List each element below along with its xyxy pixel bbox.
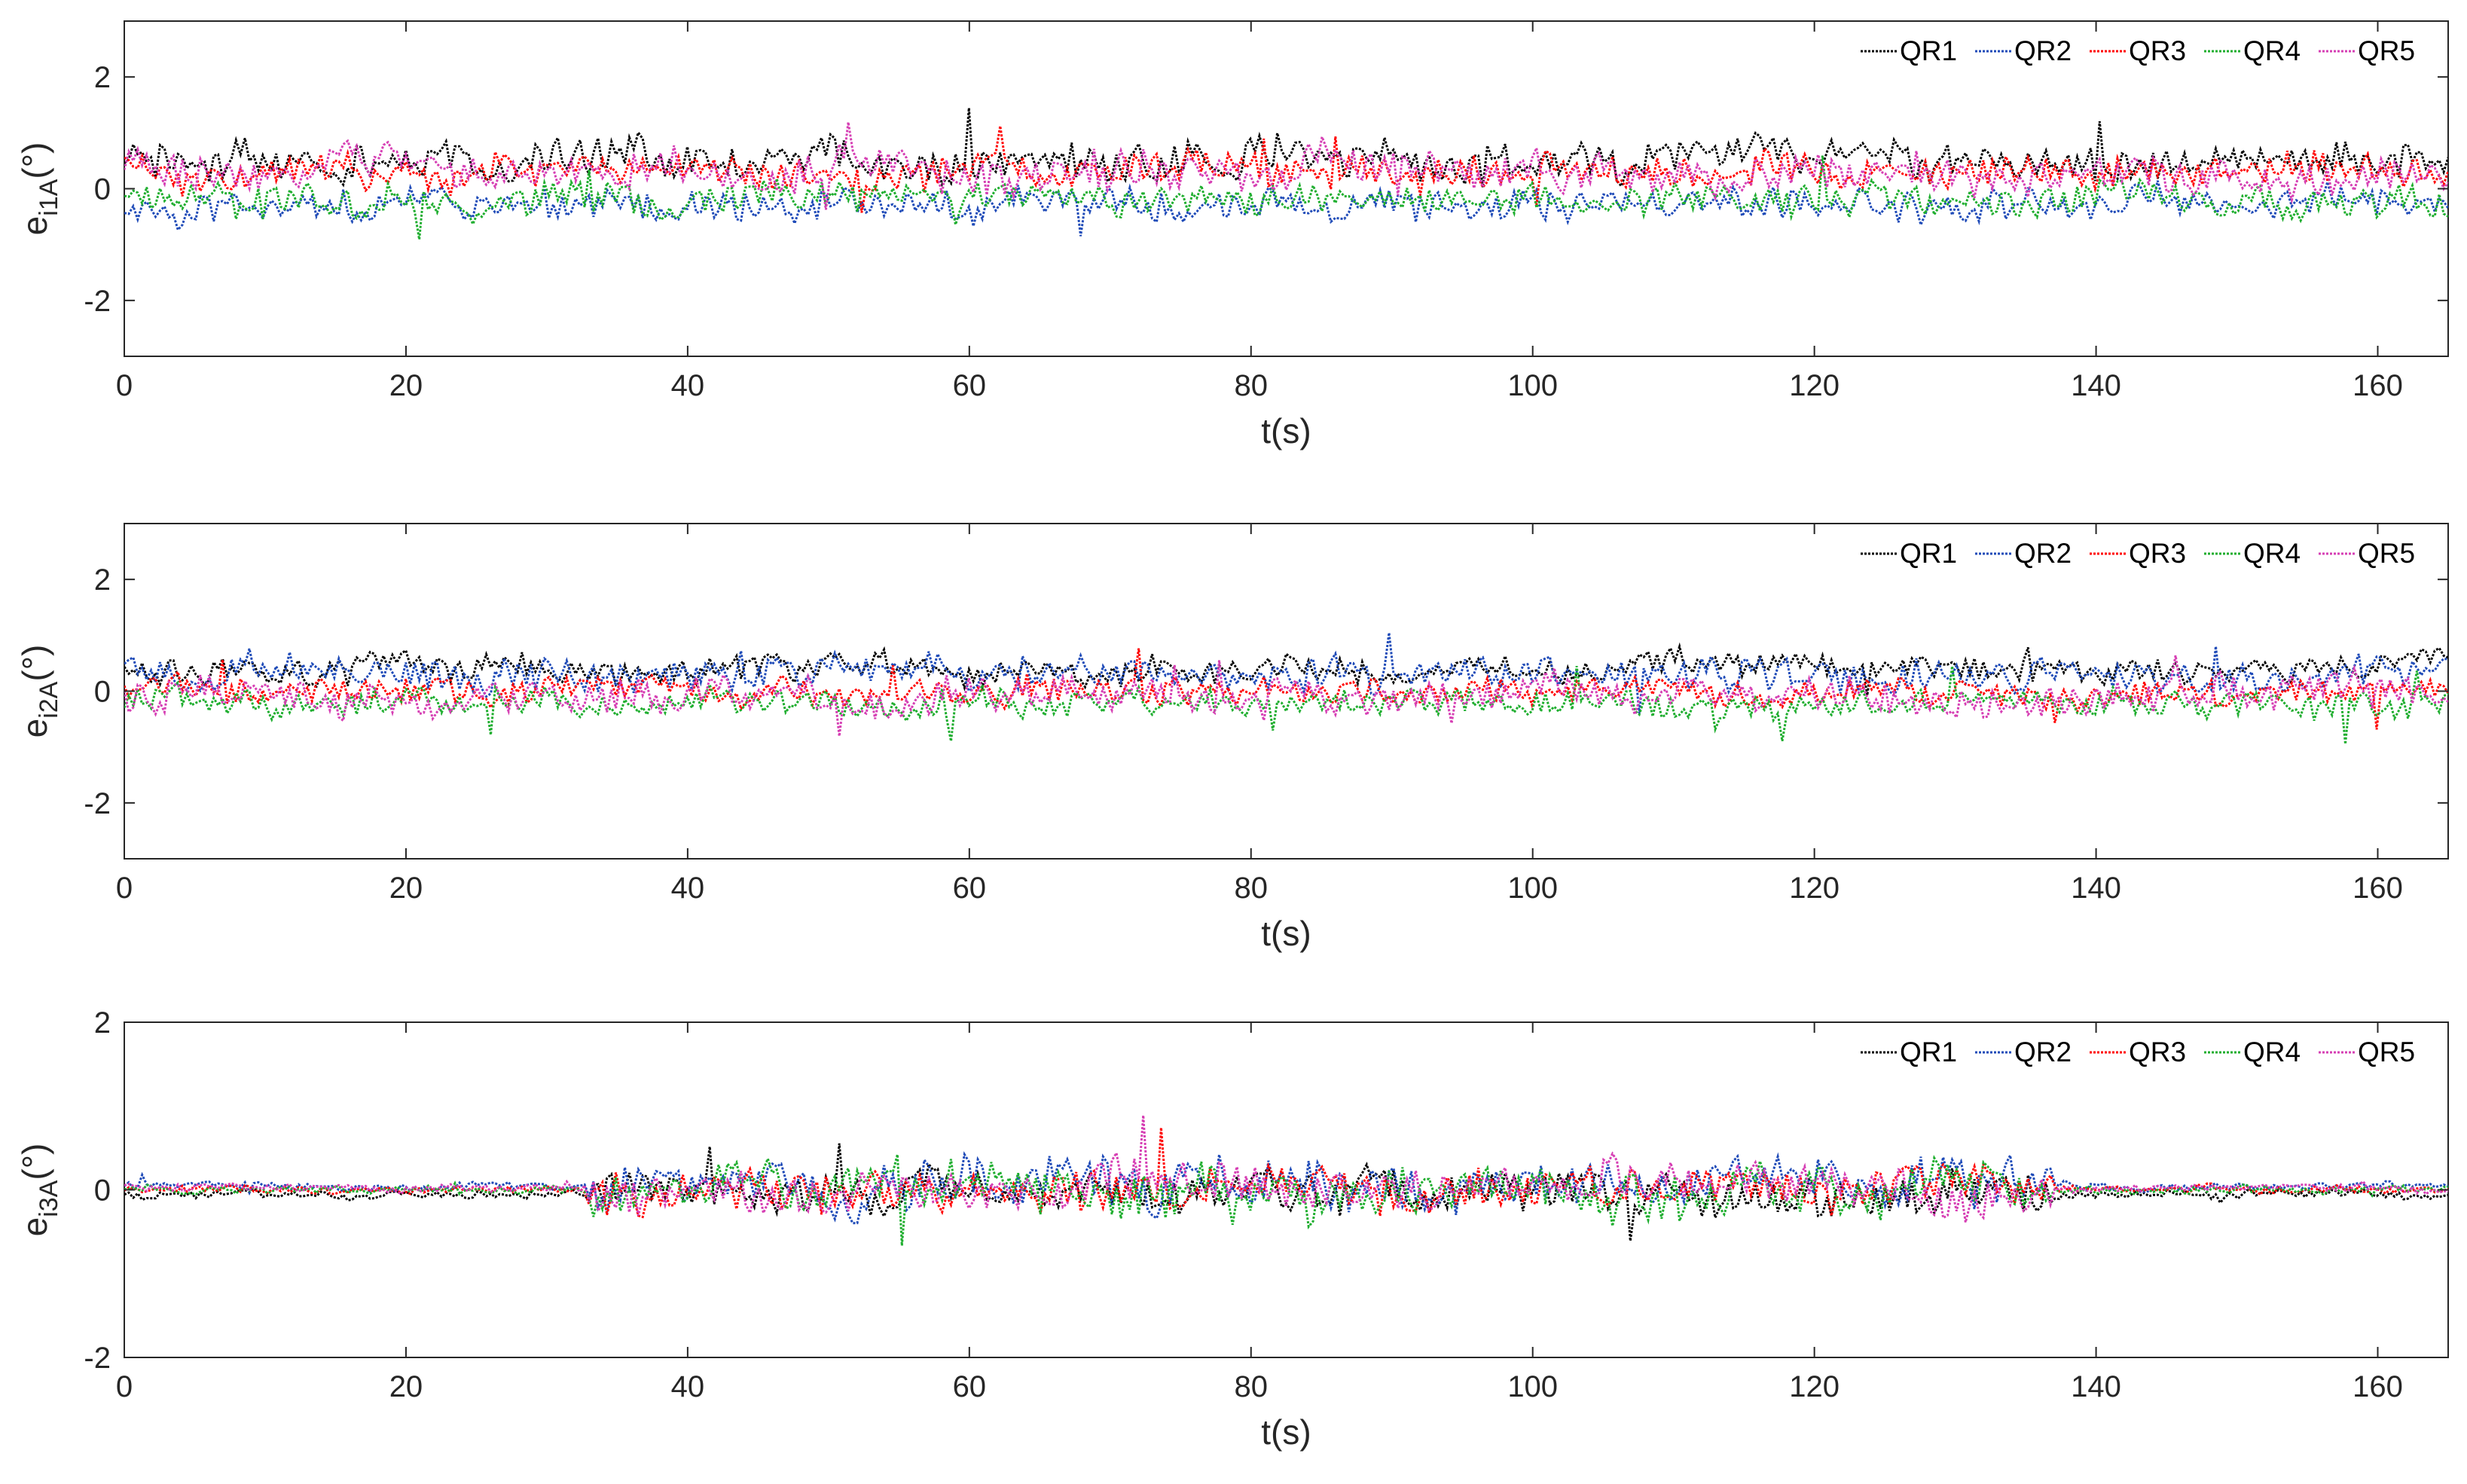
x-tick-label: 60	[953, 1370, 987, 1403]
y-axis-title: ei2A(°)	[15, 645, 63, 738]
legend-label-qr4: QR4	[2243, 1037, 2301, 1067]
x-tick-label: 140	[2071, 872, 2121, 905]
legend-label-qr2: QR2	[2014, 35, 2072, 66]
y-tick-label: 2	[94, 61, 111, 94]
y-axis-title-unit: (°)	[15, 645, 54, 682]
x-axis-title: t(s)	[1261, 411, 1311, 450]
x-tick-label: 120	[1789, 369, 1840, 402]
legend-label-qr1: QR1	[1900, 1037, 1957, 1067]
axes-box	[124, 523, 2449, 860]
legend-label-qr2: QR2	[2014, 538, 2072, 569]
y-axis-title-main: e	[15, 216, 54, 236]
y-axis-title-unit: (°)	[15, 142, 54, 179]
y-axis-title-unit: (°)	[15, 1144, 54, 1180]
x-tick-label: 60	[953, 369, 987, 402]
series-line-qr5	[124, 655, 2448, 737]
legend-label-qr5: QR5	[2358, 538, 2415, 569]
x-tick-label: 20	[389, 369, 423, 402]
x-tick-label: 100	[1507, 872, 1558, 905]
legend: QR1 QR2 QR3 QR4 QR5	[1861, 35, 2415, 66]
legend-label-qr5: QR5	[2358, 1037, 2415, 1067]
y-tick-label: 0	[94, 173, 111, 206]
y-tick-label: -2	[84, 285, 111, 318]
series-group	[124, 108, 2448, 240]
legend-label-qr3: QR3	[2129, 538, 2186, 569]
legend-label-qr1: QR1	[1900, 35, 1957, 66]
x-tick-label: 60	[953, 872, 987, 905]
x-tick-label: 160	[2353, 872, 2403, 905]
x-tick-label: 40	[671, 369, 705, 402]
series-group	[124, 632, 2448, 744]
x-tick-label: 0	[116, 369, 133, 402]
legend: QR1 QR2 QR3 QR4 QR5	[1861, 1037, 2415, 1067]
x-tick-label: 120	[1789, 872, 1840, 905]
series-line-qr5	[124, 1115, 2448, 1223]
series-line-qr2	[124, 632, 2448, 713]
series-line-qr4	[124, 666, 2448, 744]
y-axis-title-sub: i3A	[35, 1180, 63, 1217]
series-line-qr3	[124, 648, 2448, 730]
x-tick-label: 140	[2071, 369, 2121, 402]
y-tick-label: -2	[84, 787, 111, 820]
x-tick-label: 0	[116, 872, 133, 905]
y-axis-title: ei1A(°)	[15, 142, 63, 236]
x-tick-label: 140	[2071, 1370, 2121, 1403]
y-tick-label: 0	[94, 676, 111, 709]
y-axis-title: ei3A(°)	[15, 1144, 63, 1237]
x-tick-label: 20	[389, 1370, 423, 1403]
y-axis-title-main: e	[15, 719, 54, 738]
x-tick-label: 80	[1235, 872, 1269, 905]
y-tick-label: -2	[84, 1342, 111, 1375]
x-tick-label: 0	[116, 1370, 133, 1403]
legend-label-qr1: QR1	[1900, 538, 1957, 569]
y-tick-label: 2	[94, 563, 111, 597]
y-axis-title-sub: i1A	[35, 179, 63, 215]
x-tick-label: 80	[1235, 369, 1269, 402]
x-tick-label: 20	[389, 872, 423, 905]
series-line-qr1	[124, 642, 2448, 696]
legend-label-qr4: QR4	[2243, 538, 2301, 569]
legend-label-qr2: QR2	[2014, 1037, 2072, 1067]
series-line-qr4	[124, 155, 2448, 240]
legend-label-qr3: QR3	[2129, 35, 2186, 66]
x-tick-label: 100	[1507, 1370, 1558, 1403]
x-tick-label: 40	[671, 1370, 705, 1403]
y-tick-label: 0	[94, 1174, 111, 1208]
y-tick-label: 2	[94, 1006, 111, 1040]
x-tick-label: 100	[1507, 369, 1558, 402]
x-tick-label: 160	[2353, 369, 2403, 402]
legend-label-qr3: QR3	[2129, 1037, 2186, 1067]
legend-label-qr4: QR4	[2243, 35, 2301, 66]
legend: QR1 QR2 QR3 QR4 QR5	[1861, 538, 2415, 569]
x-axis-title: t(s)	[1261, 914, 1311, 953]
x-tick-label: 160	[2353, 1370, 2403, 1403]
x-axis-title: t(s)	[1261, 1412, 1311, 1452]
x-tick-label: 40	[671, 872, 705, 905]
series-group	[124, 1115, 2448, 1246]
x-tick-label: 80	[1235, 1370, 1269, 1403]
legend-label-qr5: QR5	[2358, 35, 2415, 66]
x-tick-label: 120	[1789, 1370, 1840, 1403]
y-axis-title-sub: i2A	[35, 681, 63, 718]
y-axis-title-main: e	[15, 1217, 54, 1237]
